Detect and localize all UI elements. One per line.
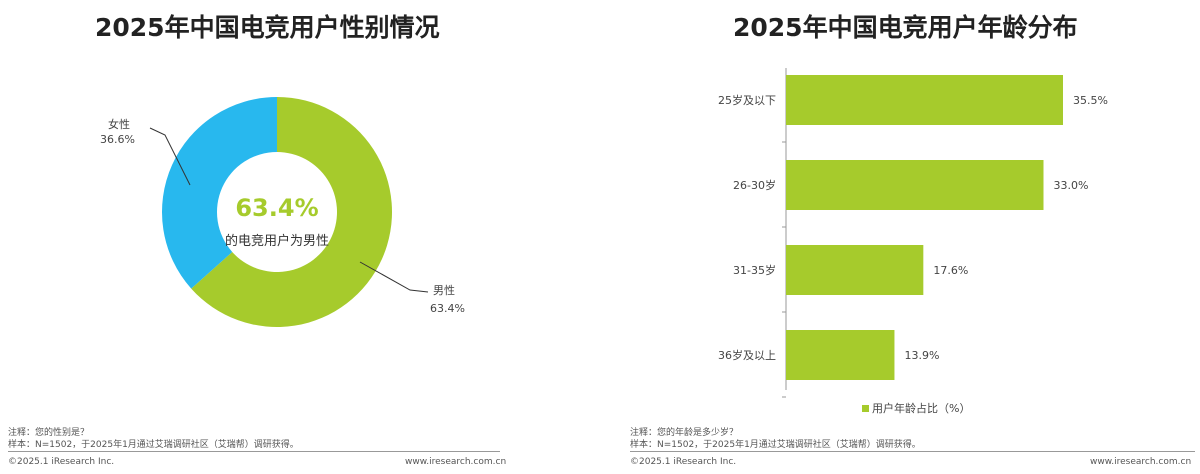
category-label: 26-30岁 [733,178,776,192]
bar [786,330,895,380]
bar-value-label: 33.0% [1053,179,1088,192]
bar [786,75,1063,125]
donut-center-value: 63.4% [235,194,319,222]
leader-line-male [359,261,429,293]
bar-value-label: 13.9% [904,349,939,362]
category-label: 25岁及以下 [718,93,776,107]
bar [786,160,1044,210]
slice-label-female: 女性 [108,118,130,131]
slice-value-female: 36.6% [100,133,135,146]
copyright: ©2025.1 iResearch Inc. [630,457,737,467]
slice-value-male: 63.4% [430,302,465,315]
website: www.iresearch.com.cn [405,457,507,467]
bar [786,245,924,295]
copyright: ©2025.1 iResearch Inc. [8,457,115,467]
bar-chart-title: 2025年中国电竞用户年龄分布 [733,13,1078,42]
pie-chart-title: 2025年中国电竞用户性别情况 [95,13,440,42]
category-label: 36岁及以上 [718,348,776,362]
legend-swatch [862,404,869,412]
donut-center-text: 的电竞用户为男性 [224,234,329,249]
website: www.iresearch.com.cn [1090,457,1192,467]
slice-label-male: 男性 [433,284,455,297]
pie-sample: 样本：N=1502，于2025年1月通过艾瑞调研社区（艾瑞帮）调研获得。 [8,440,299,450]
donut-slice [161,97,277,289]
pie-note: 注释：您的性别是？ [8,428,90,438]
divider [8,451,500,452]
bar-value-label: 35.5% [1073,94,1108,107]
bar-value-label: 17.6% [933,264,968,277]
legend: 用户年龄占比（%） [862,400,970,416]
category-label: 31-35岁 [733,263,776,277]
legend-label: 用户年龄占比（%） [872,402,971,415]
bar-note: 注释：您的年龄是多少岁？ [630,428,739,438]
divider [630,451,1195,452]
bar-sample: 样本：N=1502，于2025年1月通过艾瑞调研社区（艾瑞帮）调研获得。 [630,440,921,450]
leader-line-female [149,127,191,186]
donut-slice [191,97,392,327]
